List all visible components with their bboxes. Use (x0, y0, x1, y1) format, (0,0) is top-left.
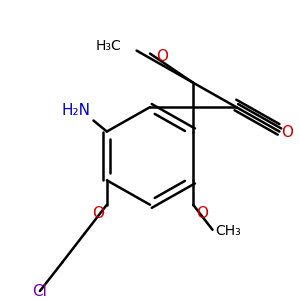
Text: H₃C: H₃C (96, 38, 122, 52)
Text: H₂N: H₂N (61, 103, 91, 118)
Text: O: O (196, 206, 208, 221)
Text: O: O (156, 49, 168, 64)
Text: Cl: Cl (32, 284, 47, 298)
Text: O: O (281, 125, 293, 140)
Text: O: O (92, 206, 104, 221)
Text: CH₃: CH₃ (215, 224, 241, 238)
